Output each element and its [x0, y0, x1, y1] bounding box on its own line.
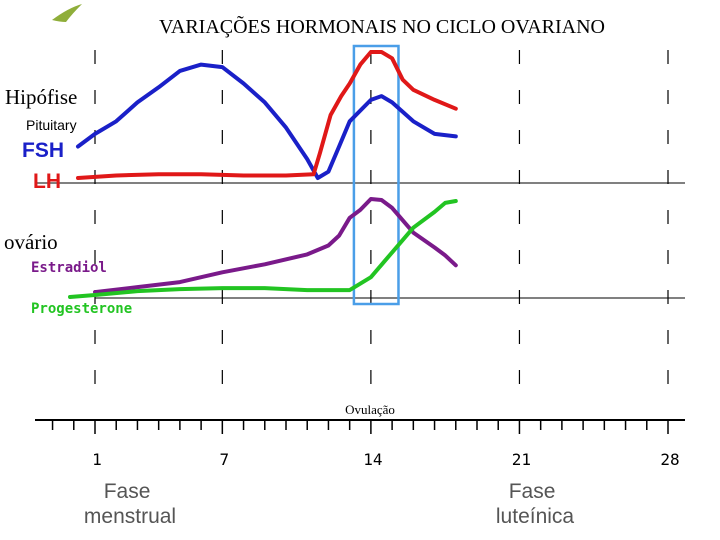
pituitary-label-pt: Hipófise — [5, 85, 77, 109]
legend-estradiol: Estradiol — [31, 260, 107, 276]
x-tick-label-28: 28 — [660, 450, 679, 469]
x-axis-tick-labels: 1 7 14 21 28 — [92, 450, 679, 469]
legend-lh: LH — [33, 170, 61, 193]
legend-fsh: FSH — [22, 139, 64, 162]
ovary-label: ovário — [4, 230, 58, 254]
pituitary-label-en: Pituitary — [26, 117, 77, 133]
series-lh — [76, 50, 458, 180]
x-tick-label-14: 14 — [363, 450, 382, 469]
leaf-icon — [52, 4, 82, 22]
x-tick-label-21: 21 — [512, 450, 531, 469]
phase-menstrual-label: Fase menstrual — [84, 480, 176, 528]
x-tick-label-1: 1 — [92, 450, 102, 469]
day-guides — [94, 50, 669, 395]
legend-progesterone: Progesterone — [31, 301, 132, 317]
phase-luteal-label: Fase luteínica — [496, 480, 575, 528]
x-tick-label-7: 7 — [220, 450, 230, 469]
ovulation-window — [352, 44, 400, 306]
x-axis-ticks — [51, 420, 669, 434]
series-layer — [68, 50, 458, 299]
ovulation-label: Ovulação — [345, 402, 395, 417]
series-estradiol — [93, 197, 458, 295]
chart-title: VARIAÇÕES HORMONAIS NO CICLO OVARIANO — [159, 14, 605, 38]
series-fsh — [76, 62, 458, 180]
series-progesterone — [68, 199, 458, 299]
